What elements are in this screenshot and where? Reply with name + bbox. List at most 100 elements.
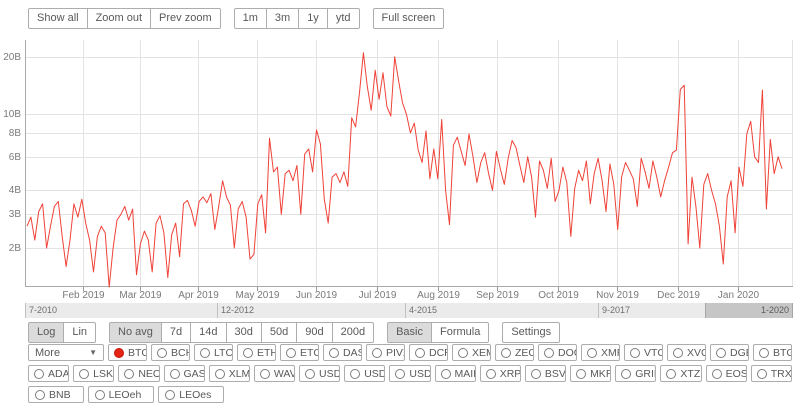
coin-button-pivx[interactable]: PIVX xyxy=(366,344,405,361)
coin-label: XTZ xyxy=(680,367,701,380)
coin-button-leoeh[interactable]: LEOeh xyxy=(87,386,155,403)
coin-button-usdte[interactable]: USDTe xyxy=(344,365,386,382)
coin-button-waves[interactable]: WAVES xyxy=(253,365,296,382)
coin-button-btc[interactable]: BTC xyxy=(108,344,147,361)
fullscreen-button[interactable]: Full screen xyxy=(372,8,445,29)
coin-button-gas[interactable]: GAS xyxy=(163,365,205,382)
radio-icon xyxy=(759,347,769,358)
x-tick-label: Apr 2019 xyxy=(178,290,219,301)
x-tick-label: Jul 2019 xyxy=(358,290,397,301)
scrollbar-label: 7-2010 xyxy=(25,303,57,318)
coin-label: MAID xyxy=(454,367,475,380)
scale-button-log[interactable]: Log xyxy=(28,322,65,343)
y-tick-label: 3B xyxy=(8,208,21,220)
coin-button-xvg[interactable]: XVG xyxy=(667,344,706,361)
volume-line-series xyxy=(26,52,783,288)
coin-button-eos[interactable]: EOS xyxy=(705,365,747,382)
radio-icon xyxy=(485,368,496,379)
range-button-1m[interactable]: 1m xyxy=(233,8,267,29)
coin-label: LTC xyxy=(214,346,233,359)
coin-button-xem[interactable]: XEM xyxy=(452,344,491,361)
toolbar-button-show-all[interactable]: Show all xyxy=(28,8,88,29)
coin-button-bch[interactable]: BCH xyxy=(151,344,190,361)
avg-button-no-avg[interactable]: No avg xyxy=(109,322,162,343)
range-button-1y[interactable]: 1y xyxy=(298,8,328,29)
time-range-scrollbar[interactable]: 7-2010 12-2012 4-2015 9-2017 1-2020 xyxy=(25,303,793,318)
mode-button-group: Basic Formula xyxy=(387,322,490,343)
coin-button-doge[interactable]: DOGE xyxy=(538,344,577,361)
avg-button-90d[interactable]: 90d xyxy=(296,322,333,343)
avg-button-7d[interactable]: 7d xyxy=(160,322,192,343)
coin-button-xmr[interactable]: XMR xyxy=(581,344,620,361)
coin-label: XMR xyxy=(601,346,619,359)
coin-label: DCR xyxy=(429,346,447,359)
coin-label: TRX xyxy=(770,367,792,380)
toolbar-button-zoom-out[interactable]: Zoom out xyxy=(86,8,152,29)
radio-icon xyxy=(157,347,167,358)
coin-label: USDTt xyxy=(409,367,429,380)
coin-label: MKR xyxy=(590,367,612,380)
radio-icon xyxy=(259,368,270,379)
coin-button-mkr[interactable]: MKR xyxy=(570,365,612,382)
radio-icon xyxy=(716,347,726,358)
scale-button-lin[interactable]: Lin xyxy=(63,322,97,343)
coin-label: BTC xyxy=(128,346,147,359)
fullscreen-button-group: Full screen xyxy=(372,8,445,29)
coin-button-dash[interactable]: DASH xyxy=(323,344,362,361)
coin-label: LEOes xyxy=(179,388,212,401)
scrollbar-thumb[interactable]: 1-2020 xyxy=(705,303,793,318)
toolbar-button-prev-zoom[interactable]: Prev zoom xyxy=(150,8,221,29)
coin-label: LSK xyxy=(93,367,114,380)
coin-button-bnb[interactable]: BNB xyxy=(28,386,84,403)
coin-label: PIVX xyxy=(386,346,404,359)
radio-icon xyxy=(621,368,632,379)
x-tick-label: Nov 2019 xyxy=(596,290,639,301)
coin-button-grin[interactable]: GRIN xyxy=(615,365,657,382)
coin-button-neo[interactable]: NEO xyxy=(118,365,160,382)
coin-button-etc[interactable]: ETC xyxy=(280,344,319,361)
radio-selected-icon xyxy=(114,347,124,358)
avg-button-50d[interactable]: 50d xyxy=(260,322,298,343)
coin-button-dgb[interactable]: DGB xyxy=(710,344,749,361)
coin-button-bsv[interactable]: BSV xyxy=(524,365,567,382)
settings-button[interactable]: Settings xyxy=(502,322,561,343)
avg-button-200d[interactable]: 200d xyxy=(331,322,375,343)
range-button-ytd[interactable]: ytd xyxy=(326,8,360,29)
coin-button-btg[interactable]: BTG xyxy=(753,344,792,361)
coin-button-xrp[interactable]: XRP xyxy=(479,365,521,382)
coin-button-usdto[interactable]: USDTo xyxy=(299,365,341,382)
y-tick-label: 10B xyxy=(3,108,21,120)
coin-button-maid[interactable]: MAID xyxy=(434,365,476,382)
coin-button-leoes[interactable]: LEOes xyxy=(158,386,225,403)
coin-row-1: More ▼ BTC BCH LTC ETH ETC DASH PIVX DCR XEM ZEC DOG… xyxy=(28,344,792,361)
coin-button-dcr[interactable]: DCR xyxy=(409,344,448,361)
coin-button-ada[interactable]: ADA xyxy=(28,365,70,382)
dropdown-arrow-icon: ▼ xyxy=(89,348,97,357)
radio-icon xyxy=(501,347,511,358)
coin-label: GAS xyxy=(183,367,205,380)
radio-icon xyxy=(169,368,180,379)
coin-row-3: BNB LEOeh LEOes xyxy=(28,386,792,403)
coin-button-eth[interactable]: ETH xyxy=(237,344,276,361)
coin-label: NEO xyxy=(138,367,160,380)
chart-plot-area[interactable] xyxy=(25,40,793,293)
coin-button-trx[interactable]: TRX xyxy=(750,365,792,382)
zoom-nav-button-group: Show all Zoom out Prev zoom xyxy=(28,8,221,29)
avg-button-30d[interactable]: 30d xyxy=(225,322,262,343)
coin-button-xtz[interactable]: XTZ xyxy=(660,365,702,382)
mode-button-formula[interactable]: Formula xyxy=(430,322,490,343)
y-tick-label: 6B xyxy=(8,151,21,163)
coin-button-usdtt[interactable]: USDTt xyxy=(389,365,431,382)
coin-button-zec[interactable]: ZEC xyxy=(495,344,534,361)
mode-button-basic[interactable]: Basic xyxy=(387,322,432,343)
avg-button-14d[interactable]: 14d xyxy=(190,322,227,343)
coin-label: USDTo xyxy=(319,367,339,380)
coin-button-xlm[interactable]: XLM xyxy=(208,365,250,382)
coin-button-lsk[interactable]: LSK xyxy=(73,365,115,382)
scrollbar-label: 4-2015 xyxy=(405,303,437,318)
range-button-3m[interactable]: 3m xyxy=(265,8,300,29)
coin-button-vtc[interactable]: VTC xyxy=(624,344,663,361)
coin-label: DASH xyxy=(343,346,361,359)
more-coins-dropdown[interactable]: More ▼ xyxy=(28,344,104,361)
coin-button-ltc[interactable]: LTC xyxy=(194,344,233,361)
